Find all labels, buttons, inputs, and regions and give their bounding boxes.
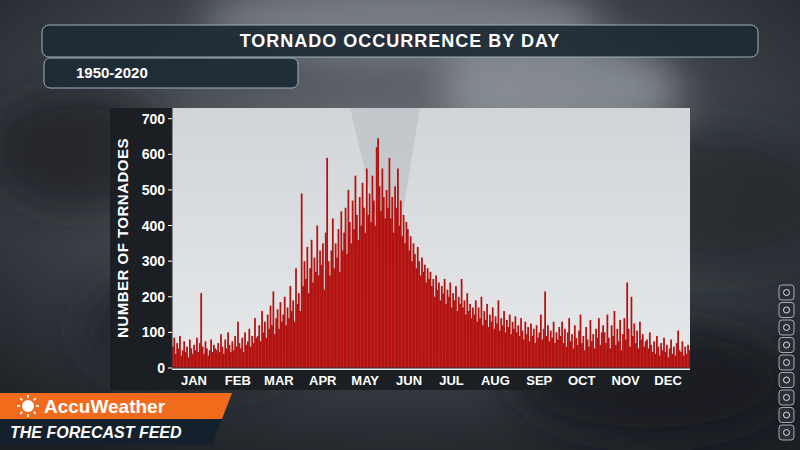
sun-ray [36, 405, 39, 407]
x-tick-label: DEC [654, 373, 682, 388]
tool-glyph [784, 342, 790, 348]
sun-ray [34, 398, 36, 400]
y-tick-label: 200 [142, 289, 166, 305]
brand-orange-box [0, 393, 232, 419]
background [0, 0, 800, 450]
tool-icon [779, 425, 794, 440]
y-tick [168, 154, 172, 155]
bars [172, 138, 690, 368]
y-tick-label: 0 [157, 360, 165, 376]
y-tick-label: 100 [142, 324, 166, 340]
y-tick [168, 118, 172, 119]
tool-glyph [784, 325, 790, 331]
y-tick [168, 261, 172, 262]
toolbar [779, 285, 794, 440]
y-tick-label: 500 [142, 182, 166, 198]
x-tick-label: JUL [439, 373, 464, 388]
sun-ray [17, 405, 20, 407]
y-tick-label: 300 [142, 253, 166, 269]
tool-glyph [784, 360, 790, 366]
x-tick-label: SEP [526, 373, 552, 388]
brand-name: AccuWeather [44, 396, 166, 417]
bar [689, 350, 690, 368]
plot-background [172, 108, 690, 370]
y-tick-label: 700 [142, 111, 166, 127]
y-tick [168, 332, 172, 333]
y-axis-title: NUMBER OF TORNADOES [114, 138, 131, 338]
tool-icon [779, 303, 794, 318]
tool-glyph [784, 430, 790, 436]
y-tick [168, 368, 172, 369]
brand-dark-box [0, 419, 222, 445]
y-tick [168, 189, 172, 190]
y-axis-band [110, 108, 172, 390]
tool-icon [779, 355, 794, 370]
tool-icon [779, 408, 794, 423]
x-tick-label: JUN [396, 373, 422, 388]
x-tick-label: JAN [181, 373, 207, 388]
x-tick-label: NOV [612, 373, 641, 388]
tool-icon [779, 338, 794, 353]
tool-glyph [784, 395, 790, 401]
tool-glyph [784, 412, 790, 418]
x-tick-label: FEB [225, 373, 251, 388]
sun-ray [20, 398, 22, 400]
sun-core [22, 400, 34, 412]
tool-icon [779, 320, 794, 335]
x-axis-line [172, 368, 690, 369]
tool-icon [779, 285, 794, 300]
tool-glyph [784, 290, 790, 296]
y-axis-line [172, 108, 173, 368]
tool-icon [779, 373, 794, 388]
sun-ray [34, 412, 36, 414]
sun-ray [27, 414, 29, 417]
clouds [0, 0, 800, 440]
x-axis-band [110, 370, 690, 390]
y-tick-label: 400 [142, 218, 166, 234]
brand-show: THE FORECAST FEED [10, 424, 182, 441]
title-bar [42, 25, 758, 57]
title: TORNADO OCCURRENCE BY DAY [240, 31, 561, 51]
brand-sun-icon [17, 395, 39, 417]
x-tick-label: APR [309, 373, 337, 388]
y-tick-label: 600 [142, 146, 166, 162]
tool-glyph [784, 307, 790, 313]
tool-icon [779, 390, 794, 405]
y-tick [168, 225, 172, 226]
y-tick [168, 296, 172, 297]
tool-glyph [784, 377, 790, 383]
subtitle-box [44, 58, 298, 88]
x-tick-label: OCT [568, 373, 596, 388]
sun-ray [20, 412, 22, 414]
subtitle: 1950-2020 [76, 64, 148, 81]
sun-ray [27, 395, 29, 398]
x-tick-label: AUG [481, 373, 510, 388]
chart-root: TORNADO OCCURRENCE BY DAY 1950-2020 0 100 20… [0, 0, 800, 450]
x-tick-label: MAR [264, 373, 294, 388]
x-tick-label: MAY [351, 373, 379, 388]
